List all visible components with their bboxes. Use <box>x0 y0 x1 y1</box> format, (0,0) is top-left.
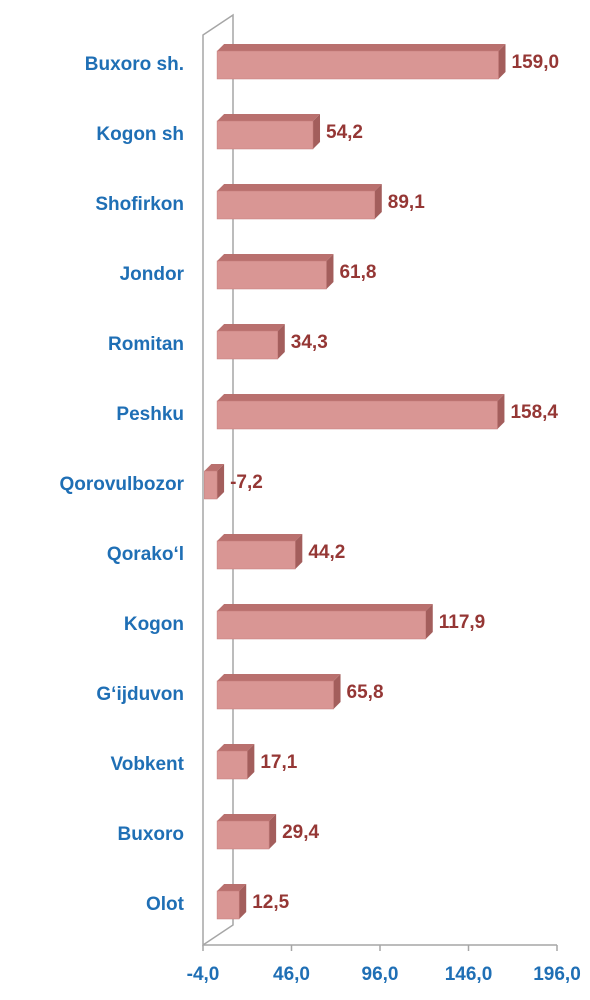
value-label: 17,1 <box>260 752 297 773</box>
bar-side <box>217 464 225 499</box>
bar-side <box>295 534 303 569</box>
bar-side <box>425 604 433 639</box>
value-label: 117,9 <box>439 612 486 633</box>
bar <box>216 400 498 430</box>
y-tick-label: Kogon <box>124 614 184 635</box>
value-label: -7,2 <box>230 472 263 493</box>
value-label: 158,4 <box>510 402 558 423</box>
bar <box>216 330 279 360</box>
value-label: 61,8 <box>339 262 376 283</box>
bar-side <box>247 744 255 779</box>
value-label: 54,2 <box>326 122 363 143</box>
bar <box>216 190 376 220</box>
bar-top <box>204 464 225 471</box>
bar <box>216 120 314 150</box>
y-tick-label: Olot <box>146 894 185 915</box>
x-tick-label: 96,0 <box>362 964 399 985</box>
y-tick-label: Peshku <box>116 404 184 425</box>
bar-top <box>217 114 321 121</box>
bar-top <box>217 184 382 191</box>
bar-side <box>239 884 247 919</box>
bar-top <box>217 534 303 541</box>
bar <box>216 540 296 570</box>
bar-top <box>217 744 255 751</box>
bar-top <box>217 884 247 891</box>
bar-side <box>333 674 341 709</box>
x-tick-label: 146,0 <box>445 964 493 985</box>
x-tick-label: 196,0 <box>533 964 581 985</box>
value-label: 44,2 <box>308 542 345 563</box>
bar-top <box>217 324 285 331</box>
bar <box>216 680 334 710</box>
bar-side <box>497 394 505 429</box>
bar-side <box>313 114 321 149</box>
value-label: 65,8 <box>347 682 384 703</box>
bar-top <box>217 604 433 611</box>
bar-top <box>217 814 277 821</box>
value-label: 159,0 <box>512 52 560 73</box>
x-tick-label: -4,0 <box>187 964 220 985</box>
value-label: 89,1 <box>388 192 425 213</box>
bar-top <box>217 394 505 401</box>
bar-top <box>217 254 334 261</box>
y-tick-label: Qorako‘l <box>107 544 184 565</box>
y-tick-label: Qorovulbozor <box>59 474 184 495</box>
y-tick-label: Kogon sh <box>96 124 184 145</box>
y-tick-label: Romitan <box>108 334 184 355</box>
bar-side <box>326 254 334 289</box>
bar <box>216 890 240 920</box>
bar <box>204 470 218 500</box>
bar-top <box>217 44 506 51</box>
y-tick-label: Jondor <box>120 264 185 285</box>
bar <box>216 50 499 80</box>
bar-side <box>498 44 506 79</box>
x-tick-label: 46,0 <box>273 964 310 985</box>
y-tick-label: Buxoro sh. <box>85 54 184 75</box>
y-tick-label: Vobkent <box>110 754 184 775</box>
bar-side <box>374 184 382 219</box>
y-tick-label: Shofirkon <box>95 194 184 215</box>
y-tick-label: Buxoro <box>118 824 185 845</box>
value-label: 12,5 <box>252 892 289 913</box>
bar <box>216 260 327 290</box>
bar <box>216 750 248 780</box>
bar <box>216 610 427 640</box>
value-label: 29,4 <box>282 822 319 843</box>
bar <box>216 820 270 850</box>
y-tick-label: G‘ijduvon <box>96 684 184 705</box>
bar-side <box>269 814 277 849</box>
value-label: 34,3 <box>291 332 328 353</box>
bar-side <box>277 324 285 359</box>
bar-top <box>217 674 341 681</box>
